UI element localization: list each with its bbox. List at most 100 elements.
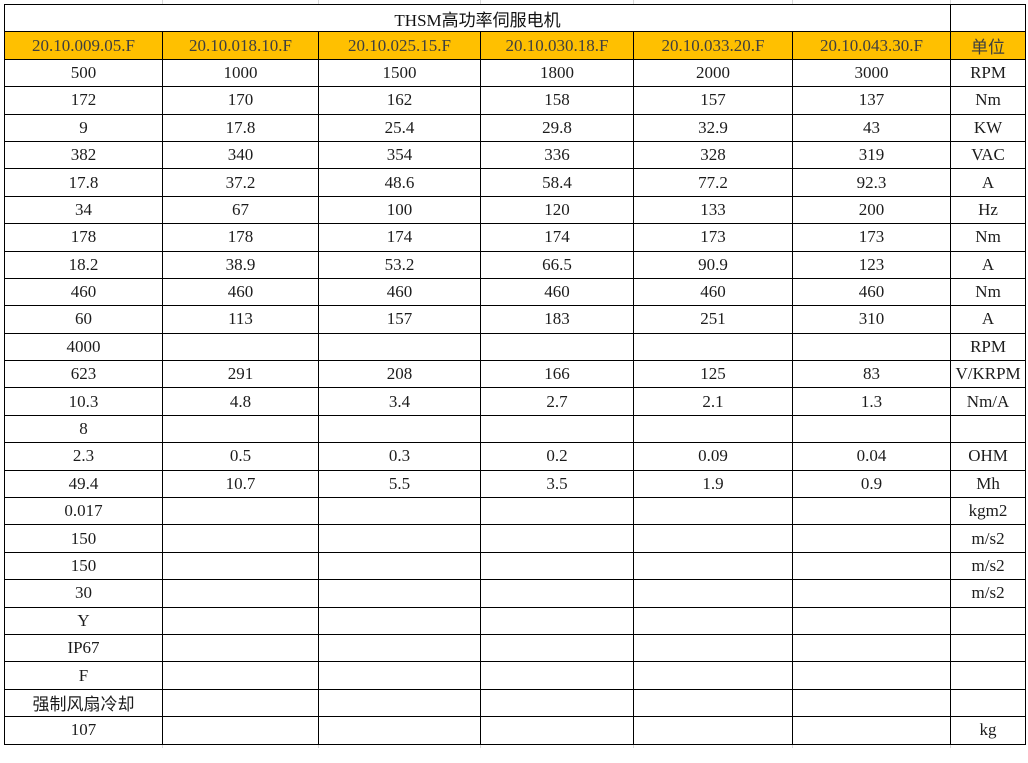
value-cell[interactable]: 183 xyxy=(480,305,634,334)
value-cell[interactable]: 3000 xyxy=(791,58,952,88)
model-header-3[interactable]: 20.10.025.15.F xyxy=(318,31,481,60)
unit-cell[interactable]: RPM xyxy=(950,58,1027,88)
value-cell[interactable] xyxy=(480,551,634,581)
value-cell[interactable] xyxy=(633,524,793,553)
value-cell[interactable]: 强制风扇冷却 xyxy=(4,688,163,718)
value-cell[interactable] xyxy=(791,633,952,663)
value-cell[interactable]: 2000 xyxy=(633,58,793,88)
value-cell[interactable]: 150 xyxy=(4,551,163,581)
value-cell[interactable]: 37.2 xyxy=(162,168,319,197)
value-cell[interactable]: 9 xyxy=(4,113,163,142)
value-cell[interactable]: 319 xyxy=(791,140,952,170)
value-cell[interactable]: 162 xyxy=(318,86,481,115)
value-cell[interactable] xyxy=(162,332,319,362)
value-cell[interactable] xyxy=(791,606,952,635)
unit-cell[interactable]: RPM xyxy=(950,332,1027,362)
value-cell[interactable]: 208 xyxy=(318,360,481,389)
value-cell[interactable]: 53.2 xyxy=(318,250,481,279)
value-cell[interactable]: 0.09 xyxy=(633,442,793,471)
value-cell[interactable] xyxy=(162,688,319,718)
value-cell[interactable] xyxy=(791,661,952,690)
value-cell[interactable]: 1500 xyxy=(318,58,481,88)
value-cell[interactable]: 0.9 xyxy=(791,469,952,499)
value-cell[interactable]: 4.8 xyxy=(162,387,319,416)
value-cell[interactable]: IP67 xyxy=(4,633,163,663)
value-cell[interactable] xyxy=(633,332,793,362)
value-cell[interactable] xyxy=(162,497,319,526)
unit-cell[interactable]: A xyxy=(950,250,1027,279)
value-cell[interactable]: 0.017 xyxy=(4,497,163,526)
value-cell[interactable]: 150 xyxy=(4,524,163,553)
value-cell[interactable]: 2.1 xyxy=(633,387,793,416)
value-cell[interactable]: 2.7 xyxy=(480,387,634,416)
value-cell[interactable] xyxy=(791,716,952,745)
value-cell[interactable]: 77.2 xyxy=(633,168,793,197)
unit-cell[interactable]: Nm xyxy=(950,277,1027,307)
value-cell[interactable]: 0.2 xyxy=(480,442,634,471)
value-cell[interactable] xyxy=(162,524,319,553)
unit-cell[interactable]: VAC xyxy=(950,140,1027,170)
value-cell[interactable]: 90.9 xyxy=(633,250,793,279)
value-cell[interactable]: 92.3 xyxy=(791,168,952,197)
unit-cell[interactable]: kg xyxy=(950,716,1027,745)
value-cell[interactable]: 291 xyxy=(162,360,319,389)
value-cell[interactable]: 58.4 xyxy=(480,168,634,197)
unit-cell[interactable]: Mh xyxy=(950,469,1027,499)
value-cell[interactable]: 1800 xyxy=(480,58,634,88)
value-cell[interactable] xyxy=(162,579,319,608)
value-cell[interactable]: 460 xyxy=(318,277,481,307)
value-cell[interactable]: 25.4 xyxy=(318,113,481,142)
value-cell[interactable]: 38.9 xyxy=(162,250,319,279)
value-cell[interactable] xyxy=(162,633,319,663)
unit-cell[interactable]: m/s2 xyxy=(950,579,1027,608)
value-cell[interactable]: 17.8 xyxy=(162,113,319,142)
value-cell[interactable]: 10.7 xyxy=(162,469,319,499)
value-cell[interactable]: 174 xyxy=(480,223,634,252)
value-cell[interactable]: 0.3 xyxy=(318,442,481,471)
value-cell[interactable] xyxy=(162,716,319,745)
value-cell[interactable]: 460 xyxy=(791,277,952,307)
value-cell[interactable]: 460 xyxy=(480,277,634,307)
value-cell[interactable] xyxy=(633,633,793,663)
unit-cell[interactable] xyxy=(950,414,1027,444)
value-cell[interactable]: 34 xyxy=(4,195,163,225)
value-cell[interactable]: 29.8 xyxy=(480,113,634,142)
unit-cell[interactable]: A xyxy=(950,168,1027,197)
value-cell[interactable] xyxy=(480,414,634,444)
value-cell[interactable] xyxy=(633,661,793,690)
unit-cell[interactable]: kgm2 xyxy=(950,497,1027,526)
value-cell[interactable]: 125 xyxy=(633,360,793,389)
value-cell[interactable] xyxy=(791,579,952,608)
value-cell[interactable]: 0.5 xyxy=(162,442,319,471)
unit-cell[interactable] xyxy=(950,661,1027,690)
value-cell[interactable] xyxy=(633,688,793,718)
value-cell[interactable]: 336 xyxy=(480,140,634,170)
value-cell[interactable]: 66.5 xyxy=(480,250,634,279)
value-cell[interactable] xyxy=(633,414,793,444)
value-cell[interactable]: 8 xyxy=(4,414,163,444)
value-cell[interactable] xyxy=(480,661,634,690)
value-cell[interactable]: F xyxy=(4,661,163,690)
value-cell[interactable]: 1.9 xyxy=(633,469,793,499)
value-cell[interactable] xyxy=(162,551,319,581)
model-header-5[interactable]: 20.10.033.20.F xyxy=(633,31,793,60)
value-cell[interactable]: 460 xyxy=(4,277,163,307)
value-cell[interactable]: 67 xyxy=(162,195,319,225)
value-cell[interactable]: 382 xyxy=(4,140,163,170)
value-cell[interactable] xyxy=(480,688,634,718)
value-cell[interactable]: 100 xyxy=(318,195,481,225)
value-cell[interactable]: 43 xyxy=(791,113,952,142)
value-cell[interactable]: 310 xyxy=(791,305,952,334)
value-cell[interactable]: 170 xyxy=(162,86,319,115)
value-cell[interactable] xyxy=(480,606,634,635)
unit-cell[interactable]: A xyxy=(950,305,1027,334)
unit-cell[interactable]: Nm xyxy=(950,223,1027,252)
value-cell[interactable]: 251 xyxy=(633,305,793,334)
value-cell[interactable]: 2.3 xyxy=(4,442,163,471)
value-cell[interactable] xyxy=(318,579,481,608)
value-cell[interactable]: 157 xyxy=(318,305,481,334)
unit-cell[interactable]: Nm/A xyxy=(950,387,1027,416)
unit-cell[interactable] xyxy=(950,688,1027,718)
value-cell[interactable]: 328 xyxy=(633,140,793,170)
unit-cell[interactable]: V/KRPM xyxy=(950,360,1027,389)
